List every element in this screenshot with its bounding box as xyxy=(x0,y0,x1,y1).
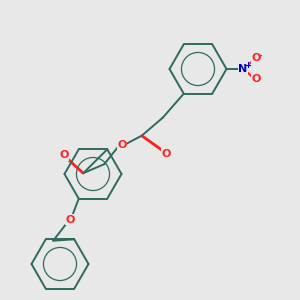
Text: N: N xyxy=(238,64,247,74)
Text: O: O xyxy=(65,215,74,225)
Text: O: O xyxy=(252,74,261,85)
Text: O: O xyxy=(252,53,261,64)
Text: +: + xyxy=(244,61,251,70)
Text: O: O xyxy=(59,150,68,160)
Text: -: - xyxy=(258,50,262,61)
Text: O: O xyxy=(161,149,170,159)
Text: O: O xyxy=(118,140,127,150)
